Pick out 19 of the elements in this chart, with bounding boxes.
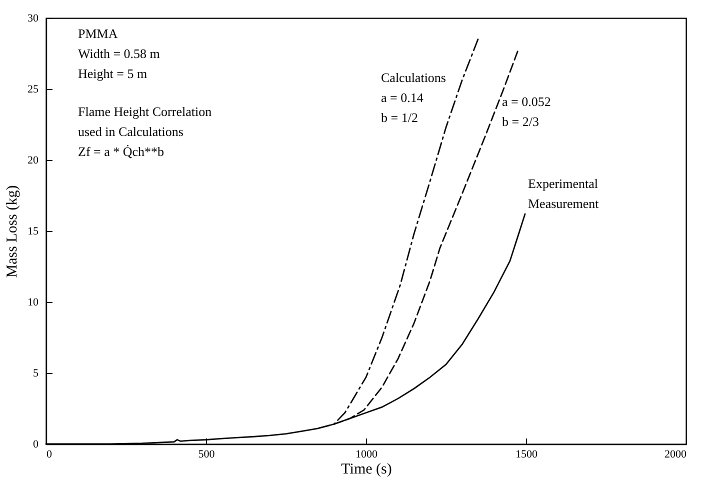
y-tick-label: 5 (33, 368, 39, 380)
x-tick-label: 1500 (516, 448, 538, 460)
y-tick-label: 15 (28, 226, 39, 238)
annotation: Experimental Measurement (528, 176, 600, 211)
y-tick-label: 30 (28, 12, 39, 24)
y-tick-label: 10 (28, 296, 39, 308)
x-tick-label: 0 (46, 448, 52, 460)
x-tick-label: 1000 (356, 448, 378, 460)
y-tick-label: 25 (28, 84, 39, 96)
y-tick-label: 0 (33, 438, 39, 450)
annotation: Calculations a = 0.14 b = 1/2 (381, 70, 446, 125)
x-tick-label: 2000 (664, 448, 687, 460)
y-tick-label: 20 (28, 154, 39, 166)
annotation: PMMA Width = 0.58 m Height = 5 m (78, 26, 160, 81)
annotation: a = 0.052 b = 2/3 (502, 94, 551, 130)
y-axis-title: Mass Loss (kg) (4, 185, 20, 278)
x-axis-title: Time (s) (341, 462, 392, 478)
x-tick-label: 500 (198, 448, 216, 460)
annotation: Flame Height Correlation used in Calculations Zf = a * Q̇ch**b (78, 104, 212, 159)
